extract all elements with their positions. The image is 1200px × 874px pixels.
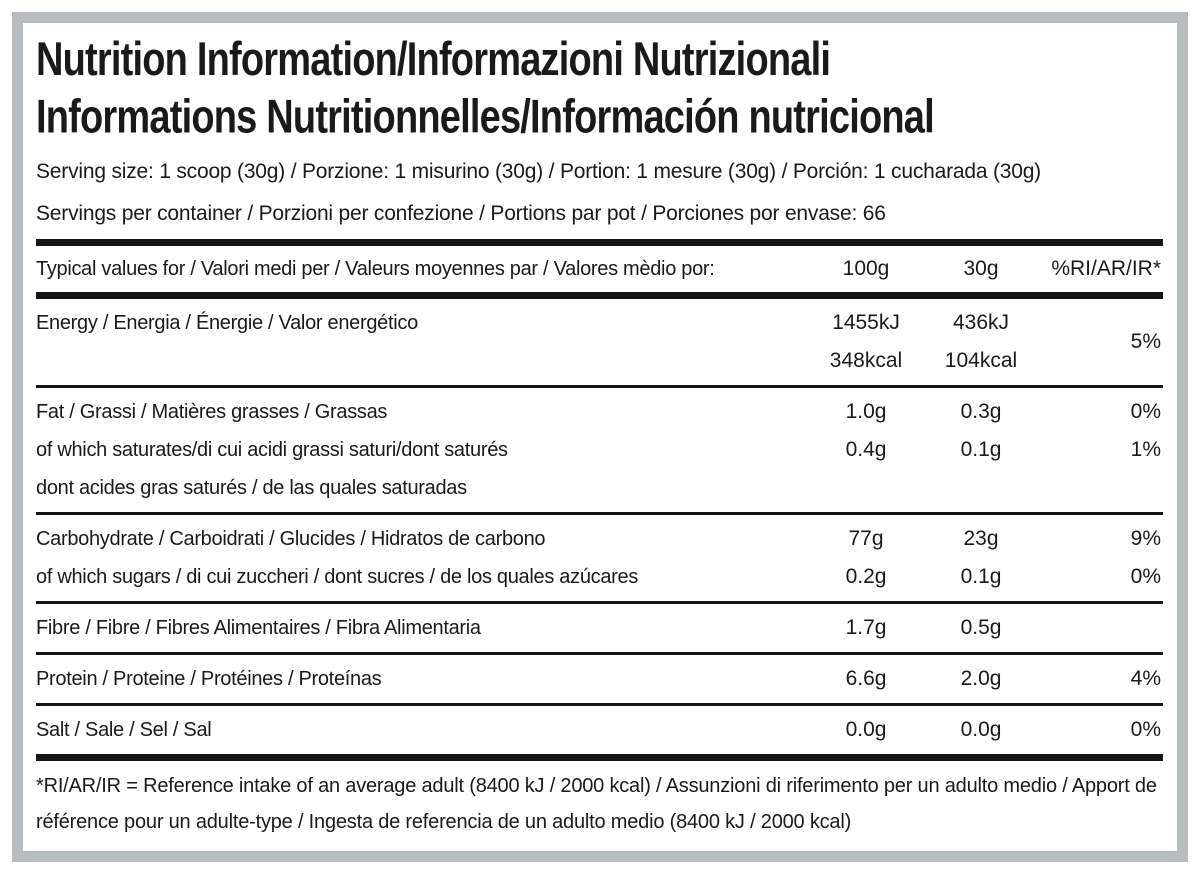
- value-30g: 0.0g: [960, 718, 1002, 741]
- nutrient-name-line: Carbohydrate / Carboidrati / Glucides / …: [36, 528, 546, 550]
- servings-per-container-line: Servings per container / Porzioni per co…: [36, 202, 886, 225]
- value-ri: 0%: [1130, 718, 1161, 741]
- title-line-1: Nutrition Information/Informazioni Nutri…: [36, 33, 831, 87]
- value-100g: 0.2g: [845, 565, 887, 588]
- value-100g-cell: 1455kJ 348kcal: [807, 304, 925, 380]
- value-30g-cell: 23g 0.1g: [925, 520, 1037, 596]
- value-30g: 0.1g: [960, 565, 1002, 588]
- nutrient-name-line: Fat / Grassi / Matières grasses / Grassa…: [36, 401, 388, 423]
- title-line-2: Informations Nutritionnelles/Información…: [36, 91, 935, 144]
- column-header-30g: 30g: [963, 257, 999, 280]
- nutrient-name-cell: Protein / Proteine / Protéines / Proteín…: [36, 660, 807, 698]
- value-30g: 0.3g: [960, 400, 1002, 423]
- value-100g: 6.6g: [845, 667, 887, 690]
- table-header-row: Typical values for / Valori medi per / V…: [36, 246, 1163, 292]
- value-30g-cell: 0.5g: [925, 609, 1037, 647]
- value-100g-cell: 6.6g: [807, 660, 925, 698]
- nutrient-row-carbohydrate: Carbohydrate / Carboidrati / Glucides / …: [36, 512, 1163, 601]
- nutrient-name-line: of which saturates/di cui acidi grassi s…: [36, 439, 508, 461]
- nutrient-name-line: Energy / Energia / Énergie / Valor energ…: [36, 312, 418, 334]
- value-30g-cell: 436kJ 104kcal: [925, 304, 1037, 380]
- value-30g-cell: 0.0g: [925, 711, 1037, 749]
- nutrient-row-protein: Protein / Proteine / Protéines / Proteín…: [36, 652, 1163, 703]
- value-100g: 1.0g: [845, 400, 887, 423]
- value-ri: 1%: [1130, 438, 1161, 461]
- value-100g: 0.4g: [845, 438, 887, 461]
- value-100g: 348kcal: [829, 349, 903, 372]
- value-30g: 23g: [963, 527, 999, 550]
- nutrient-name-line: Protein / Proteine / Protéines / Proteín…: [36, 668, 382, 690]
- value-30g: 0.5g: [960, 616, 1002, 639]
- value-100g-cell: 0.0g: [807, 711, 925, 749]
- label-title: Nutrition Information/Informazioni Nutri…: [36, 31, 1163, 176]
- nutrient-row-energy: Energy / Energia / Énergie / Valor energ…: [36, 299, 1163, 385]
- value-30g: 2.0g: [960, 667, 1002, 690]
- value-ri: 0%: [1130, 400, 1161, 423]
- column-header-100g: 100g: [842, 257, 890, 280]
- value-ri-cell: 0%: [1037, 711, 1163, 749]
- nutrient-row-salt: Salt / Sale / Sel / Sal 0.0g 0.0g 0%: [36, 703, 1163, 754]
- section-divider-header: [36, 292, 1163, 299]
- nutrient-row-fibre: Fibre / Fibre / Fibres Alimentaires / Fi…: [36, 601, 1163, 652]
- table-header-label: Typical values for / Valori medi per / V…: [36, 258, 715, 280]
- value-ri: 4%: [1130, 667, 1161, 690]
- value-30g: 436kJ: [952, 311, 1010, 334]
- nutrient-name-line: dont acides gras saturés / de las quales…: [36, 477, 467, 499]
- value-100g: 77g: [848, 527, 884, 550]
- nutrient-name-line: of which sugars / di cui zuccheri / dont…: [36, 566, 639, 588]
- value-ri: 0%: [1130, 565, 1161, 588]
- value-30g-cell: 0.3g 0.1g: [925, 393, 1037, 469]
- value-ri-cell: 5%: [1037, 304, 1163, 380]
- nutrient-name-cell: Energy / Energia / Énergie / Valor energ…: [36, 304, 807, 380]
- value-ri-cell: 4%: [1037, 660, 1163, 698]
- nutrient-row-fat: Fat / Grassi / Matières grasses / Grassa…: [36, 385, 1163, 512]
- value-ri: 5%: [1130, 330, 1161, 353]
- value-100g: 0.0g: [845, 718, 887, 741]
- nutrient-table-body: Energy / Energia / Énergie / Valor energ…: [36, 299, 1163, 754]
- value-100g-cell: 77g 0.2g: [807, 520, 925, 596]
- nutrient-name-cell: Carbohydrate / Carboidrati / Glucides / …: [36, 520, 807, 596]
- serving-size-line: Serving size: 1 scoop (30g) / Porzione: …: [36, 160, 1041, 183]
- serving-info: Serving size: 1 scoop (30g) / Porzione: …: [36, 151, 1163, 235]
- nutrient-name-line: Salt / Sale / Sel / Sal: [36, 719, 212, 741]
- value-30g-cell: 2.0g: [925, 660, 1037, 698]
- value-100g: 1.7g: [845, 616, 887, 639]
- value-30g: 104kcal: [944, 349, 1018, 372]
- value-ri-cell: 9% 0%: [1037, 520, 1163, 596]
- nutrient-name-line: Fibre / Fibre / Fibres Alimentaires / Fi…: [36, 617, 481, 639]
- value-100g: 1455kJ: [832, 311, 900, 334]
- column-header-ri: %RI/AR/IR*: [1051, 257, 1161, 280]
- reference-intake-footnote: *RI/AR/IR = Reference intake of an avera…: [36, 775, 1157, 833]
- nutrition-label: Nutrition Information/Informazioni Nutri…: [12, 12, 1188, 862]
- value-100g-cell: 1.0g 0.4g: [807, 393, 925, 469]
- value-100g-cell: 1.7g: [807, 609, 925, 647]
- nutrient-name-cell: Salt / Sale / Sel / Sal: [36, 711, 807, 749]
- section-divider-top: [36, 239, 1163, 246]
- value-ri: 9%: [1130, 527, 1161, 550]
- section-divider-bottom: [36, 754, 1163, 761]
- nutrient-name-cell: Fat / Grassi / Matières grasses / Grassa…: [36, 393, 807, 507]
- value-30g: 0.1g: [960, 438, 1002, 461]
- value-ri-cell: 0% 1%: [1037, 393, 1163, 469]
- nutrient-name-cell: Fibre / Fibre / Fibres Alimentaires / Fi…: [36, 609, 807, 647]
